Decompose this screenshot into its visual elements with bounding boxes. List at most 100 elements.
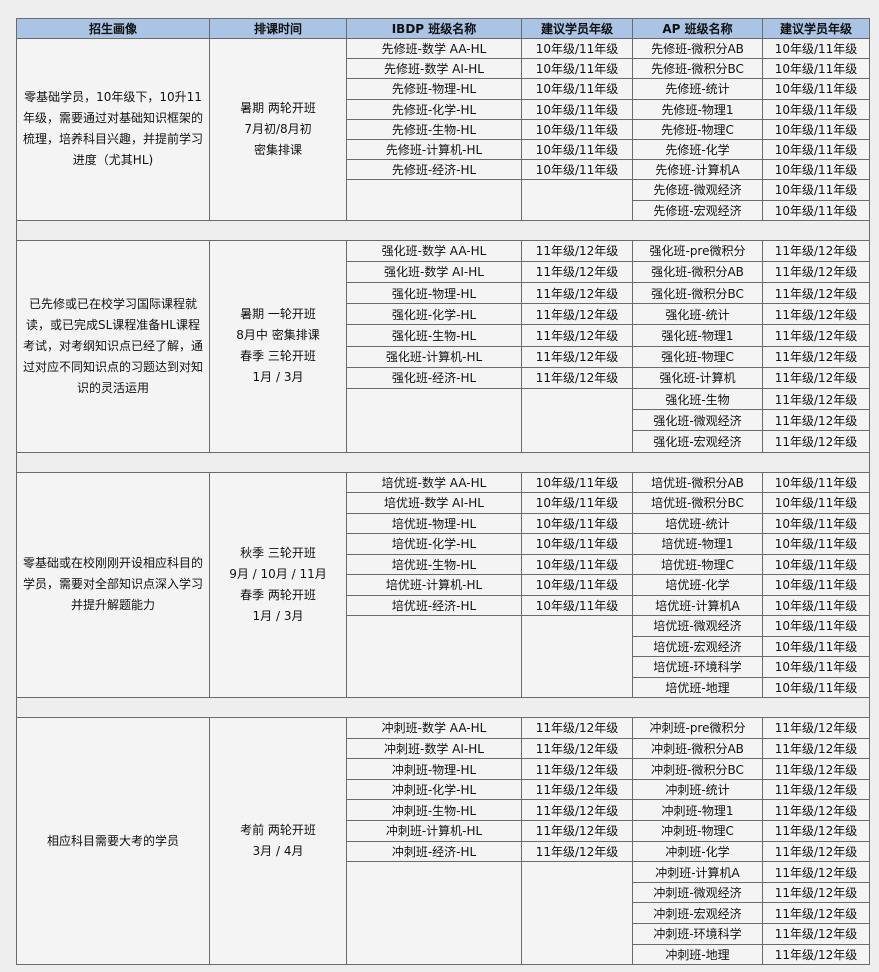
ap-grade: 11年级/12年级 — [762, 902, 870, 924]
ap-class-name: 培优班-地理 — [632, 676, 763, 699]
table-row: 相应科目需要大考的学员 考前 两轮开班 3月 / 4月 冲刺班-数学 AA-HL 11年… — [16, 717, 870, 966]
ap-grade: 11年级/12年级 — [762, 239, 870, 262]
ibdp-class-name: 先修班-数学 AA-HL — [346, 37, 522, 60]
ap-class-name: 强化班-物理1 — [632, 324, 763, 347]
student-profile: 零基础或在校刚刚开设相应科目的学员，需要对全部知识点深入学习并提升解题能力 — [16, 471, 210, 699]
ibdp-class-name: 强化班-数学 AA-HL — [346, 239, 522, 262]
ap-class-name: 先修班-微积分BC — [632, 58, 763, 80]
table-row: 先修班-化学-HL 10年级/11年级 先修班-物理1 10年级/11年级 — [17, 98, 870, 120]
ap-class-name: 强化班-物理C — [632, 345, 763, 368]
ibdp-class-name: 先修班-生物-HL — [346, 118, 522, 140]
table-row: 强化班-宏观经济 11年级/12年级 — [17, 430, 870, 453]
ap-class-name: 培优班-环境科学 — [632, 656, 763, 678]
ibdp-class-name: 冲刺班-数学 AI-HL — [346, 737, 522, 760]
ap-grade: 10年级/11年级 — [762, 98, 870, 120]
ibdp-grade: 11年级/12年级 — [521, 239, 633, 262]
spacer-cell — [16, 219, 870, 241]
ap-grade: 11年级/12年级 — [762, 861, 870, 883]
ibdp-empty-cell — [346, 861, 522, 966]
ap-class-name: 培优班-微观经济 — [632, 615, 763, 637]
ibdp-grade: 10年级/11年级 — [521, 58, 633, 80]
ap-class-name: 强化班-生物 — [632, 387, 763, 411]
ap-grade: 10年级/11年级 — [762, 179, 870, 201]
ibdp-grade: 10年级/11年级 — [521, 533, 633, 555]
ap-grade: 10年级/11年级 — [762, 676, 870, 699]
ibdp-grade: 11年级/12年级 — [521, 717, 633, 739]
header-ap-grade: 建议学员年级 — [762, 18, 870, 39]
ibdp-grade: 10年级/11年级 — [521, 78, 633, 100]
ibdp-grade-empty-cell — [521, 388, 633, 453]
ap-grade: 10年级/11年级 — [762, 492, 870, 514]
table-row: 冲刺班-地理 11年级/12年级 — [17, 943, 870, 966]
ap-class-name: 先修班-微积分AB — [632, 37, 763, 60]
ap-grade: 10年级/11年级 — [762, 574, 870, 596]
ap-class-name: 培优班-物理1 — [632, 533, 763, 555]
ap-class-name: 强化班-pre微积分 — [632, 239, 763, 262]
ap-class-name: 先修班-物理C — [632, 118, 763, 140]
table-row: 先修班-宏观经济 10年级/11年级 — [17, 199, 870, 221]
ap-grade: 10年级/11年级 — [762, 553, 870, 576]
ap-grade: 10年级/11年级 — [762, 533, 870, 555]
ibdp-grade: 10年级/11年级 — [521, 118, 633, 140]
table-row: 零基础或在校刚刚开设相应科目的学员，需要对全部知识点深入学习并提升解题能力 秋季 … — [16, 471, 870, 699]
table-row: 强化班-计算机-HL 11年级/12年级 强化班-物理C 11年级/12年级 — [17, 345, 870, 368]
ibdp-class-name: 先修班-数学 AI-HL — [346, 58, 522, 80]
ap-class-name: 先修班-计算机A — [632, 159, 763, 181]
ap-grade: 11年级/12年级 — [762, 366, 870, 390]
ibdp-grade: 10年级/11年级 — [521, 574, 633, 596]
course-schedule-table: 招生画像 排课时间 IBDP 班级名称 建议学员年级 AP 班级名称 建议学员年… — [16, 18, 870, 966]
ap-grade: 11年级/12年级 — [762, 881, 870, 904]
ibdp-empty-cell — [346, 179, 522, 221]
ap-class-name: 冲刺班-物理C — [632, 820, 763, 842]
student-profile: 相应科目需要大考的学员 — [16, 717, 210, 966]
ibdp-class-name: 冲刺班-数学 AA-HL — [346, 717, 522, 739]
ap-grade: 11年级/12年级 — [762, 282, 870, 305]
ap-class-name: 冲刺班-微积分BC — [632, 758, 763, 780]
ap-class-name: 先修班-统计 — [632, 78, 763, 100]
ibdp-grade-empty-cell — [521, 861, 633, 966]
ap-class-name: 冲刺班-环境科学 — [632, 923, 763, 945]
ap-class-name: 先修班-化学 — [632, 138, 763, 161]
ap-class-name: 强化班-统计 — [632, 303, 763, 326]
table-row: 强化班-生物-HL 11年级/12年级 强化班-物理1 11年级/12年级 — [17, 324, 870, 347]
ap-class-name: 冲刺班-物理1 — [632, 799, 763, 822]
ap-grade: 11年级/12年级 — [762, 737, 870, 760]
ibdp-class-name: 冲刺班-化学-HL — [346, 778, 522, 801]
ibdp-grade: 10年级/11年级 — [521, 37, 633, 60]
table-row: 先修班-微观经济 10年级/11年级 — [17, 179, 870, 221]
ibdp-class-name: 冲刺班-物理-HL — [346, 758, 522, 780]
ibdp-class-name: 强化班-化学-HL — [346, 303, 522, 326]
ibdp-grade: 10年级/11年级 — [521, 594, 633, 617]
ap-class-name: 冲刺班-宏观经济 — [632, 902, 763, 924]
table-row: 冲刺班-计算机-HL 11年级/12年级 冲刺班-物理C 11年级/12年级 — [17, 820, 870, 842]
ibdp-grade: 10年级/11年级 — [521, 98, 633, 120]
ap-class-name: 先修班-物理1 — [632, 98, 763, 120]
course-table-container: 招生画像 排课时间 IBDP 班级名称 建议学员年级 AP 班级名称 建议学员年… — [16, 18, 870, 966]
header-profile: 招生画像 — [16, 18, 210, 39]
ibdp-grade: 11年级/12年级 — [521, 820, 633, 842]
table-row: 零基础学员，10年级下，10升11年级，需要通过对基础知识框架的梳理，培养科目兴… — [16, 37, 870, 221]
ibdp-grade: 11年级/12年级 — [521, 778, 633, 801]
table-row: 已先修或已在校学习国际课程就读，或已完成SL课程准备HL课程考试，对考纲知识点已… — [16, 239, 870, 453]
table-row: 培优班-地理 10年级/11年级 — [17, 676, 870, 699]
table-row: 培优班-微观经济 10年级/11年级 — [17, 615, 870, 699]
ibdp-grade: 11年级/12年级 — [521, 303, 633, 326]
ibdp-grade: 11年级/12年级 — [521, 840, 633, 863]
ap-grade: 11年级/12年级 — [762, 840, 870, 863]
ibdp-class-name: 冲刺班-计算机-HL — [346, 820, 522, 842]
ap-grade: 10年级/11年级 — [762, 615, 870, 637]
table-row: 先修班-计算机-HL 10年级/11年级 先修班-化学 10年级/11年级 — [17, 138, 870, 161]
ibdp-class-name: 强化班-数学 AI-HL — [346, 260, 522, 284]
ap-class-name: 先修班-宏观经济 — [632, 199, 763, 221]
ibdp-grade: 11年级/12年级 — [521, 366, 633, 390]
student-profile: 零基础学员，10年级下，10升11年级，需要通过对基础知识框架的梳理，培养科目兴… — [16, 38, 210, 221]
ap-grade: 11年级/12年级 — [762, 717, 870, 739]
ap-grade: 11年级/12年级 — [762, 430, 870, 453]
section-spacer — [16, 219, 870, 241]
ap-grade: 10年级/11年级 — [762, 635, 870, 658]
table-row: 强化班-物理-HL 11年级/12年级 强化班-微积分BC 11年级/12年级 — [17, 282, 870, 305]
schedule-time: 考前 两轮开班 3月 / 4月 — [209, 717, 347, 966]
header-row: 招生画像 排课时间 IBDP 班级名称 建议学员年级 AP 班级名称 建议学员年… — [16, 18, 870, 39]
student-profile: 已先修或已在校学习国际课程就读，或已完成SL课程准备HL课程考试，对考纲知识点已… — [16, 239, 210, 453]
ap-grade: 11年级/12年级 — [762, 799, 870, 822]
